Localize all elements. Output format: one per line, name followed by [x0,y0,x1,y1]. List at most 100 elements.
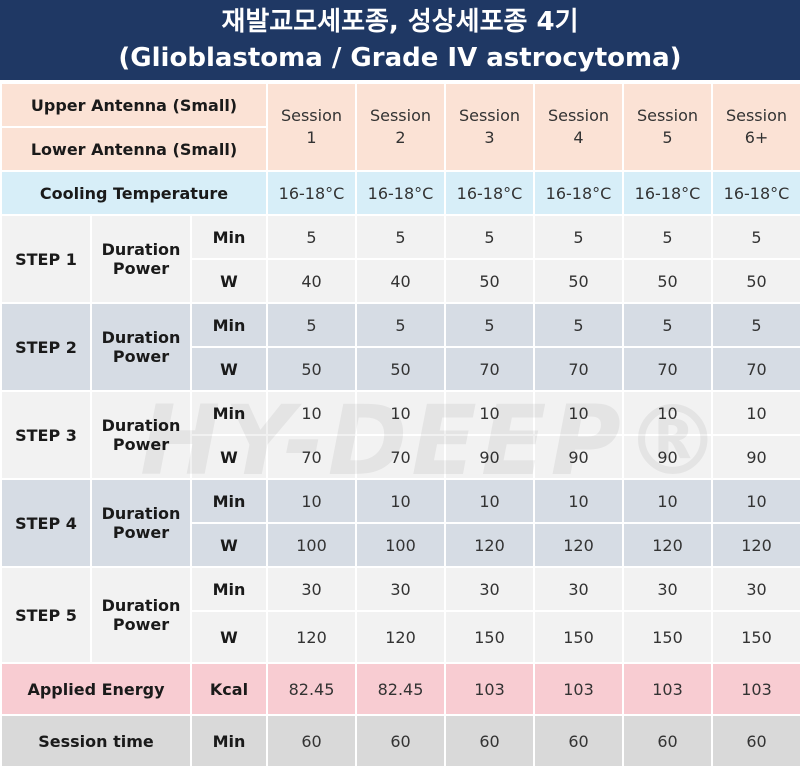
energy-value: 103 [711,662,800,716]
cell-w: 50 [622,258,713,304]
cell-min: 10 [622,390,713,436]
energy-unit: Kcal [190,662,268,716]
step2-min-row: STEP 2 Duration Power Min 5 5 5 5 5 5 [0,302,800,392]
step1-desc: Duration Power [90,214,192,304]
energy-value: 103 [622,662,713,716]
cell-w: 150 [533,610,624,664]
cell-w: 50 [355,346,446,392]
cell-min: 30 [266,566,357,612]
step5-w-row: W 120 120 150 150 150 150 [1,610,800,664]
unit-min: Min [190,566,268,612]
cell-min: 5 [622,214,713,260]
step4-desc: Duration Power [90,478,192,568]
session-time-row: Session time Min 60 60 60 60 60 60 [0,714,800,768]
session-header-5: Session 5 [622,82,713,172]
cell-w: 100 [355,522,446,568]
session-time-value: 60 [444,714,535,768]
page-title: 재발교모세포종, 성상세포종 4기 (Glioblastoma / Grade … [0,0,800,80]
energy-value: 82.45 [355,662,446,716]
header-row-lower: Lower Antenna (Small) [0,126,800,172]
unit-w: W [190,346,268,392]
cell-min: 10 [533,478,624,524]
cell-min: 5 [533,302,624,348]
cell-min: 5 [533,214,624,260]
unit-w: W [190,258,268,304]
cell-w: 150 [622,610,713,664]
cell-w: 50 [533,258,624,304]
header-row-upper: Upper Antenna (Small) Session 1 Session 2 … [0,82,800,172]
step5-desc: Duration Power [90,566,192,664]
energy-value: 82.45 [266,662,357,716]
cell-w: 40 [355,258,446,304]
cell-min: 5 [266,214,357,260]
cell-w: 120 [266,610,357,664]
cell-min: 5 [711,302,800,348]
session-header-2: Session 2 [355,82,446,172]
cell-min: 10 [444,478,535,524]
step3-label: STEP 3 [0,390,92,480]
cooling-label: Cooling Temperature [0,170,268,216]
cell-min: 10 [355,390,446,436]
unit-w: W [190,610,268,664]
unit-w: W [190,434,268,480]
unit-min: Min [190,478,268,524]
cell-min: 5 [711,214,800,260]
step2-desc: Duration Power [90,302,192,392]
step1-min-row: STEP 1 Duration Power Min 5 5 5 5 5 5 [0,214,800,304]
session-header-1: Session 1 [266,82,357,172]
cell-min: 30 [622,566,713,612]
title-korean: 재발교모세포종, 성상세포종 4기 [221,7,579,37]
energy-value: 103 [533,662,624,716]
unit-min: Min [190,214,268,260]
session-time-value: 60 [711,714,800,768]
cell-w: 70 [533,346,624,392]
step1-label: STEP 1 [0,214,92,304]
upper-antenna-label: Upper Antenna (Small) [0,82,268,128]
energy-label: Applied Energy [0,662,192,716]
session-time-value: 60 [622,714,713,768]
session-header-4: Session 4 [533,82,624,172]
cell-w: 70 [622,346,713,392]
cell-w: 120 [444,522,535,568]
cell-w: 150 [444,610,535,664]
step4-w-row: W 100 100 120 120 120 120 [1,522,800,568]
cell-min: 5 [266,302,357,348]
step5-min-row: STEP 5 Duration Power Min 30 30 30 30 30 … [0,566,800,664]
step3-w-row: W 70 70 90 90 90 90 [1,434,800,480]
energy-row: Applied Energy Kcal 82.45 82.45 103 103 … [0,662,800,716]
energy-value: 103 [444,662,535,716]
cell-w: 90 [533,434,624,480]
step4-min-row: STEP 4 Duration Power Min 10 10 10 10 10 … [0,478,800,568]
cell-min: 5 [355,214,446,260]
cell-w: 150 [711,610,800,664]
lower-antenna-label: Lower Antenna (Small) [0,126,268,172]
cell-min: 10 [622,478,713,524]
unit-min: Min [190,390,268,436]
cell-min: 30 [533,566,624,612]
cell-w: 50 [266,346,357,392]
cell-min: 30 [444,566,535,612]
cell-min: 5 [444,302,535,348]
cell-w: 70 [444,346,535,392]
cell-w: 120 [533,522,624,568]
cell-min: 10 [533,390,624,436]
session-header-6: Session 6+ [711,82,800,172]
cell-w: 120 [622,522,713,568]
session-time-label: Session time [0,714,192,768]
step1-w-row: W 40 40 50 50 50 50 [1,258,800,304]
cell-w: 70 [711,346,800,392]
cell-min: 5 [622,302,713,348]
cell-min: 10 [444,390,535,436]
cooling-value: 16-18°C [711,170,800,216]
cell-w: 40 [266,258,357,304]
step4-label: STEP 4 [0,478,92,568]
unit-w: W [190,522,268,568]
cell-w: 120 [711,522,800,568]
cooling-value: 16-18°C [266,170,357,216]
unit-min: Min [190,302,268,348]
cell-w: 90 [622,434,713,480]
session-time-value: 60 [355,714,446,768]
cell-min: 10 [266,478,357,524]
session-time-unit: Min [190,714,268,768]
cell-min: 5 [355,302,446,348]
